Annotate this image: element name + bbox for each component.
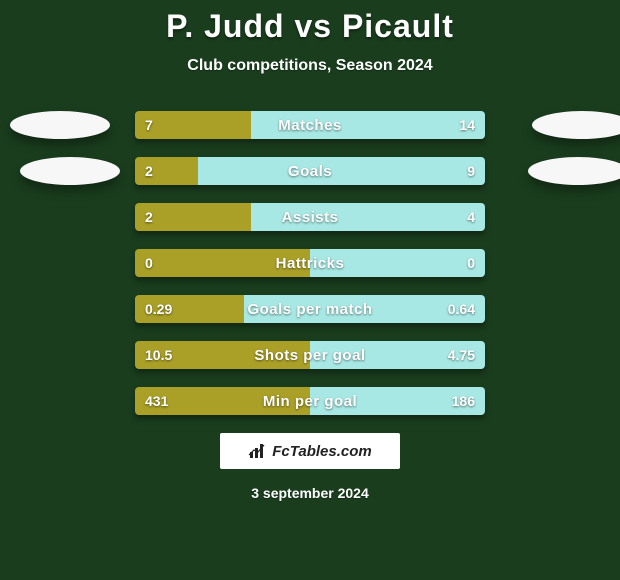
stat-row: Matches7 14 bbox=[135, 111, 485, 139]
stat-value-left: 0.29 bbox=[145, 295, 172, 323]
stat-label: Goals bbox=[135, 157, 485, 185]
stat-label: Matches bbox=[135, 111, 485, 139]
stat-value-right: 186 bbox=[452, 387, 475, 415]
stat-row: Goals per match0.29 0.64 bbox=[135, 295, 485, 323]
stat-value-left: 2 bbox=[145, 203, 153, 231]
stat-row: Hattricks0 0 bbox=[135, 249, 485, 277]
stat-value-right: 0 bbox=[467, 249, 475, 277]
player-left-badge-2 bbox=[20, 157, 120, 185]
player-left-badge-1 bbox=[10, 111, 110, 139]
stat-value-left: 7 bbox=[145, 111, 153, 139]
stat-value-right: 4 bbox=[467, 203, 475, 231]
page-title: P. Judd vs Picault bbox=[0, 0, 620, 45]
player-right-badge-2 bbox=[528, 157, 620, 185]
stat-label: Shots per goal bbox=[135, 341, 485, 369]
stat-label: Goals per match bbox=[135, 295, 485, 323]
stat-value-left: 10.5 bbox=[145, 341, 172, 369]
stat-value-right: 9 bbox=[467, 157, 475, 185]
stat-value-left: 0 bbox=[145, 249, 153, 277]
stat-label: Assists bbox=[135, 203, 485, 231]
stat-row: Shots per goal10.5 4.75 bbox=[135, 341, 485, 369]
stat-value-right: 14 bbox=[459, 111, 475, 139]
stat-bars: Matches714Goals29Assists24Hattricks00Goa… bbox=[135, 111, 485, 415]
stat-row: Assists2 4 bbox=[135, 203, 485, 231]
subtitle: Club competitions, Season 2024 bbox=[0, 57, 620, 75]
stat-value-left: 2 bbox=[145, 157, 153, 185]
stat-row: Goals2 9 bbox=[135, 157, 485, 185]
logo-text: FcTables.com bbox=[272, 443, 371, 460]
stats-area: Matches714Goals29Assists24Hattricks00Goa… bbox=[0, 111, 620, 415]
stat-label: Hattricks bbox=[135, 249, 485, 277]
chart-icon bbox=[248, 442, 266, 460]
stat-row: Min per goal431 186 bbox=[135, 387, 485, 415]
stat-value-right: 0.64 bbox=[448, 295, 475, 323]
date-label: 3 september 2024 bbox=[0, 485, 620, 501]
stat-value-right: 4.75 bbox=[448, 341, 475, 369]
stat-label: Min per goal bbox=[135, 387, 485, 415]
source-logo: FcTables.com bbox=[220, 433, 400, 469]
stat-value-left: 431 bbox=[145, 387, 168, 415]
player-right-badge-1 bbox=[532, 111, 620, 139]
